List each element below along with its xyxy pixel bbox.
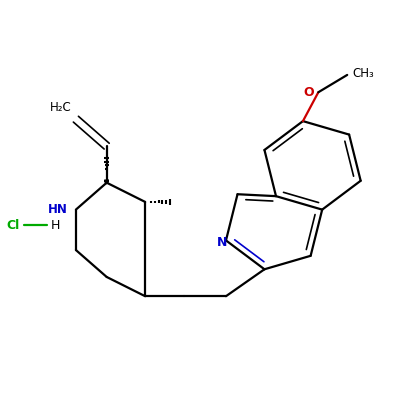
Text: HN: HN xyxy=(48,203,68,216)
Text: H: H xyxy=(51,218,60,232)
Text: CH₃: CH₃ xyxy=(352,66,374,80)
Text: Cl: Cl xyxy=(7,218,20,232)
Text: N: N xyxy=(217,236,227,249)
Text: H₂C: H₂C xyxy=(50,101,72,114)
Text: O: O xyxy=(304,86,314,99)
